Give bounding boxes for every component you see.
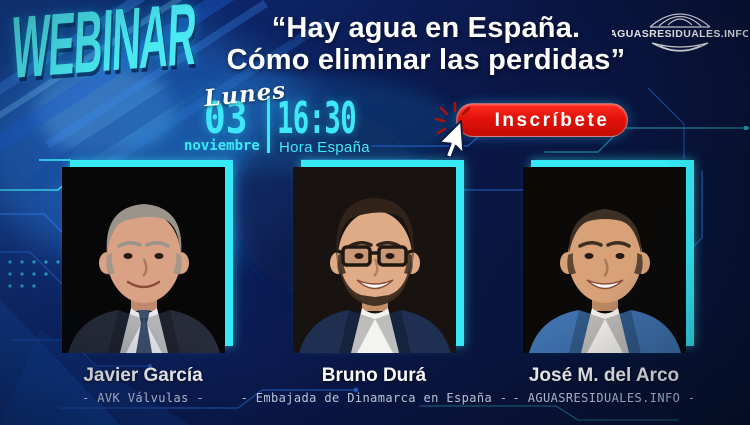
speaker-card: Javier García - AVK Válvulas - xyxy=(8,167,278,405)
schedule-month: noviembre xyxy=(184,138,260,154)
inscribete-button[interactable]: Inscríbete xyxy=(456,103,628,137)
page-title: “Hay agua en España. Cómo eliminar las p… xyxy=(206,12,646,76)
speaker-org: - AGUASRESIDUALES.INFO - xyxy=(512,390,696,405)
title-line1: “Hay agua en España. xyxy=(271,12,581,44)
brand-logo: AGUASRESIDUALES.INFO xyxy=(612,5,748,61)
title-line2: Cómo eliminar las perdidas” xyxy=(226,43,626,76)
speaker-name: Javier García xyxy=(83,365,203,386)
speaker-org: - AVK Válvulas - xyxy=(82,390,204,405)
speaker-photo xyxy=(61,167,225,353)
webinar-wordmark: WEBINAR xyxy=(10,0,198,97)
speaker-photo xyxy=(522,167,686,353)
schedule-time: 16:30 xyxy=(277,93,357,144)
speaker-photo xyxy=(292,167,456,353)
speaker-card: José M. del Arco - AGUASRESIDUALES.INFO … xyxy=(469,167,739,405)
schedule-timezone: Hora España xyxy=(279,139,370,156)
brand-logo-text: AGUASRESIDUALES.INFO xyxy=(612,28,748,40)
speaker-name: José M. del Arco xyxy=(528,365,680,386)
